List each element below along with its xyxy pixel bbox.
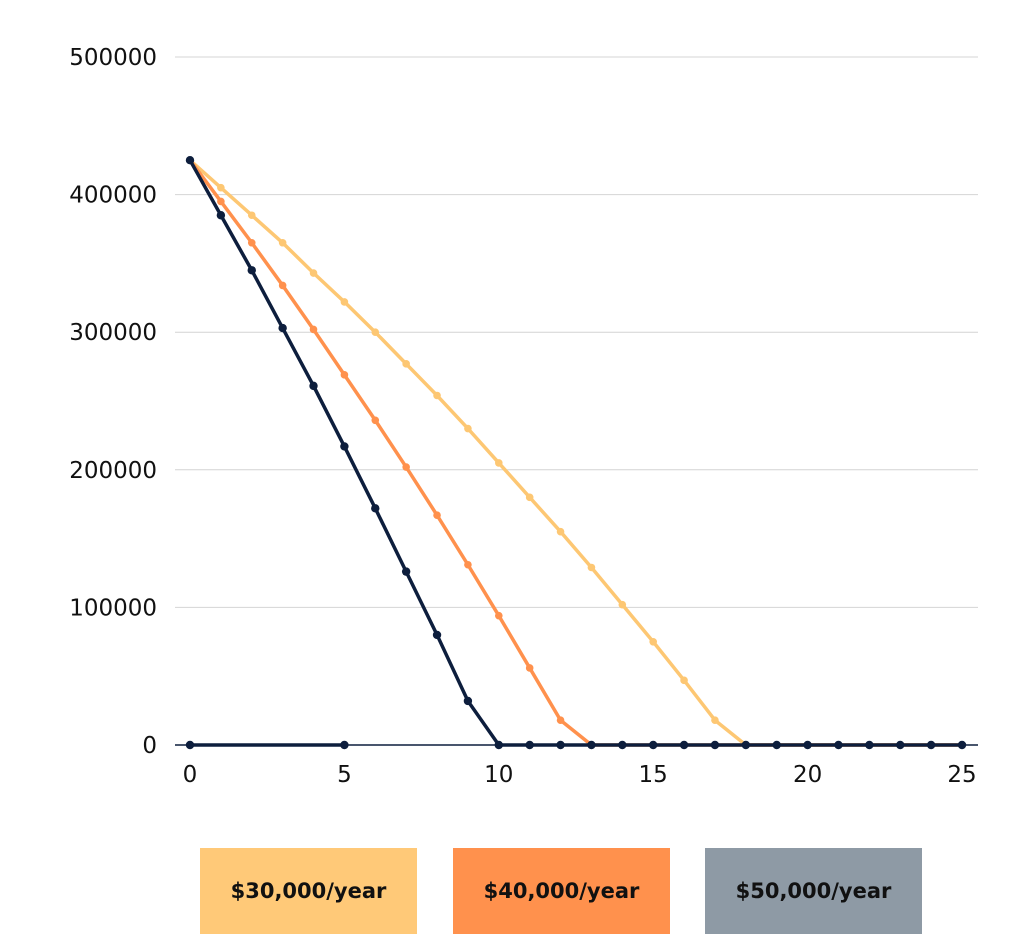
- data-point: [371, 504, 380, 513]
- data-point: [309, 381, 318, 391]
- y-tick-label: 500000: [69, 45, 157, 71]
- data-point: [711, 716, 719, 725]
- data-point: [710, 740, 720, 750]
- data-point: [556, 716, 565, 725]
- data-point: [371, 416, 380, 425]
- x-tick-label: 15: [639, 762, 668, 788]
- data-point: [433, 391, 441, 400]
- data-point: [525, 493, 534, 502]
- data-point: [309, 269, 318, 277]
- data-point: [217, 197, 225, 206]
- legend: $30,000/year $40,000/year $50,000/year: [0, 848, 1024, 934]
- data-point: [494, 740, 503, 750]
- data-point: [772, 740, 781, 750]
- series-line-0: [188, 158, 962, 747]
- data-point: [432, 630, 442, 640]
- y-axis-tick-labels: 0 100000 200000 300000 400000 500000: [69, 45, 157, 759]
- data-point: [340, 442, 349, 451]
- data-point: [834, 740, 843, 750]
- x-tick-label: 20: [793, 762, 822, 788]
- data-point: [803, 740, 812, 750]
- x-tick-label: 0: [183, 762, 198, 788]
- data-point: [525, 740, 534, 750]
- data-point: [278, 323, 287, 333]
- series-line-2: [188, 159, 962, 747]
- data-point: [865, 740, 874, 750]
- data-point: [185, 156, 195, 165]
- data-point: [679, 740, 689, 750]
- x-tick-label: 5: [337, 762, 352, 788]
- legend-item-50000: $50,000/year: [705, 848, 922, 934]
- data-point: [926, 740, 936, 750]
- data-point: [185, 740, 195, 750]
- legend-label-40000: $40,000/year: [483, 879, 640, 903]
- y-tick-label: 200000: [69, 458, 157, 484]
- data-point: [618, 740, 627, 750]
- data-point: [587, 740, 596, 750]
- data-point: [495, 459, 503, 467]
- data-point: [247, 211, 256, 220]
- data-point: [464, 424, 472, 433]
- legend-label-30000: $30,000/year: [230, 879, 387, 903]
- x-tick-label: 10: [484, 762, 513, 788]
- data-point: [587, 563, 596, 572]
- data-point: [495, 611, 503, 620]
- data-point: [464, 560, 472, 569]
- data-point: [340, 740, 349, 750]
- data-point: [525, 664, 534, 672]
- data-point: [401, 567, 411, 576]
- series-0: [186, 156, 966, 749]
- data-point: [556, 740, 565, 750]
- data-point: [340, 371, 349, 379]
- data-point: [649, 638, 657, 646]
- data-point: [556, 527, 565, 536]
- line-chart: 0 100000 200000 300000 400000 500000 0 5 10 15 20…: [69, 45, 978, 788]
- data-point: [371, 328, 380, 337]
- data-point: [278, 281, 287, 290]
- data-point: [278, 238, 287, 247]
- data-point: [217, 183, 225, 192]
- data-point: [309, 325, 318, 334]
- legend-label-50000: $50,000/year: [735, 879, 892, 903]
- x-tick-label: 25: [947, 762, 976, 788]
- series-lines: [185, 156, 967, 750]
- data-point: [618, 600, 627, 609]
- data-point: [463, 696, 473, 706]
- data-point: [649, 740, 658, 750]
- legend-item-40000: $40,000/year: [453, 848, 670, 934]
- data-point: [216, 211, 226, 220]
- data-point: [402, 360, 410, 368]
- data-point: [247, 266, 256, 275]
- series-line-1: [188, 159, 962, 747]
- data-point: [247, 238, 256, 247]
- data-point: [741, 740, 751, 750]
- x-axis-tick-labels: 0 5 10 15 20 25: [183, 762, 977, 788]
- gridlines: [175, 56, 978, 746]
- series-2: [185, 156, 967, 750]
- series-3: [185, 740, 349, 750]
- y-tick-label: 0: [142, 733, 157, 759]
- data-point: [680, 676, 688, 685]
- data-point: [957, 740, 967, 750]
- y-tick-label: 300000: [69, 320, 157, 346]
- y-tick-label: 400000: [69, 183, 157, 209]
- y-tick-label: 100000: [69, 595, 157, 621]
- legend-item-30000: $30,000/year: [200, 848, 417, 934]
- series-1: [186, 156, 966, 749]
- data-point: [402, 463, 410, 471]
- data-point: [896, 740, 905, 750]
- data-point: [433, 511, 441, 520]
- data-point: [340, 298, 349, 306]
